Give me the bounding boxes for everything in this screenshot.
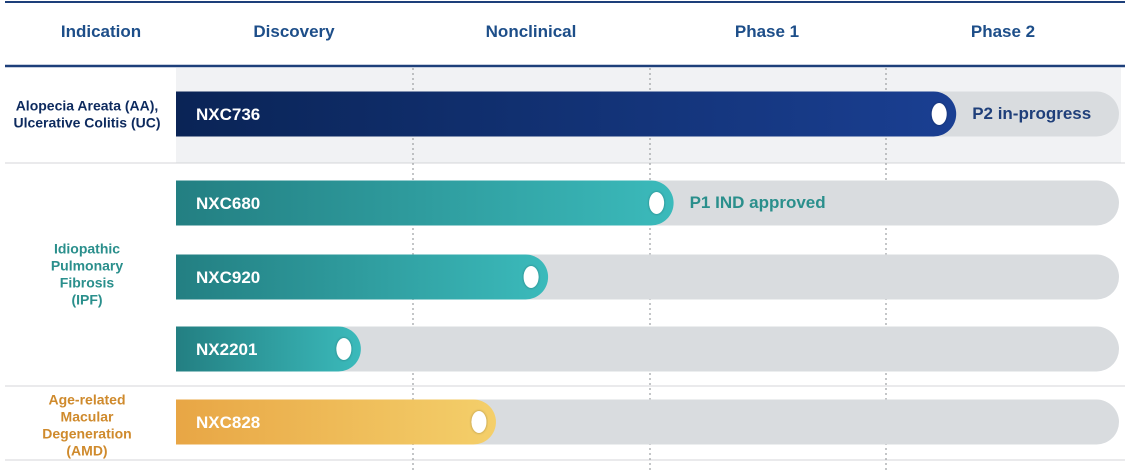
pipeline-bar [176, 326, 361, 372]
program-status: P1 IND approved [690, 193, 826, 212]
program-name: NXC920 [196, 268, 260, 287]
indication-label-line: Age-related [48, 392, 125, 408]
pipeline-bar [176, 180, 674, 226]
indication-label-line: Fibrosis [60, 275, 115, 291]
pipeline-bar-knob [523, 266, 539, 288]
column-header-phase-1: Phase 1 [735, 22, 799, 41]
pipeline-bar-knob [336, 338, 352, 360]
program-name: NXC680 [196, 194, 260, 213]
indication-label-line: (IPF) [71, 292, 102, 308]
pipeline-bar [176, 254, 549, 300]
pipeline-bar-knob [649, 192, 665, 214]
indication-label-line: Degeneration [42, 426, 131, 442]
indication-label-line: Macular [61, 409, 114, 425]
program-name: NXC828 [196, 413, 260, 432]
pipeline-track [176, 326, 1119, 372]
indication-label-line: Idiopathic [54, 241, 120, 257]
indication-label-line: Alopecia Areata (AA), [16, 98, 159, 114]
pipeline-bar [176, 91, 957, 137]
program-status: P2 in-progress [972, 104, 1091, 123]
program-name: NXC736 [196, 105, 260, 124]
column-header-phase-2: Phase 2 [971, 22, 1035, 41]
column-header-discovery: Discovery [253, 22, 335, 41]
program-name: NX2201 [196, 340, 257, 359]
indication-label-line: Ulcerative Colitis (UC) [13, 115, 160, 131]
pipeline-bar [176, 399, 496, 445]
column-header-nonclinical: Nonclinical [486, 22, 577, 41]
indication-label-line: Pulmonary [51, 258, 124, 274]
indication-label-line: (AMD) [66, 443, 107, 459]
pipeline-bar-knob [931, 103, 947, 125]
column-header-indication: Indication [61, 22, 141, 41]
pipeline-bar-knob [471, 411, 487, 433]
